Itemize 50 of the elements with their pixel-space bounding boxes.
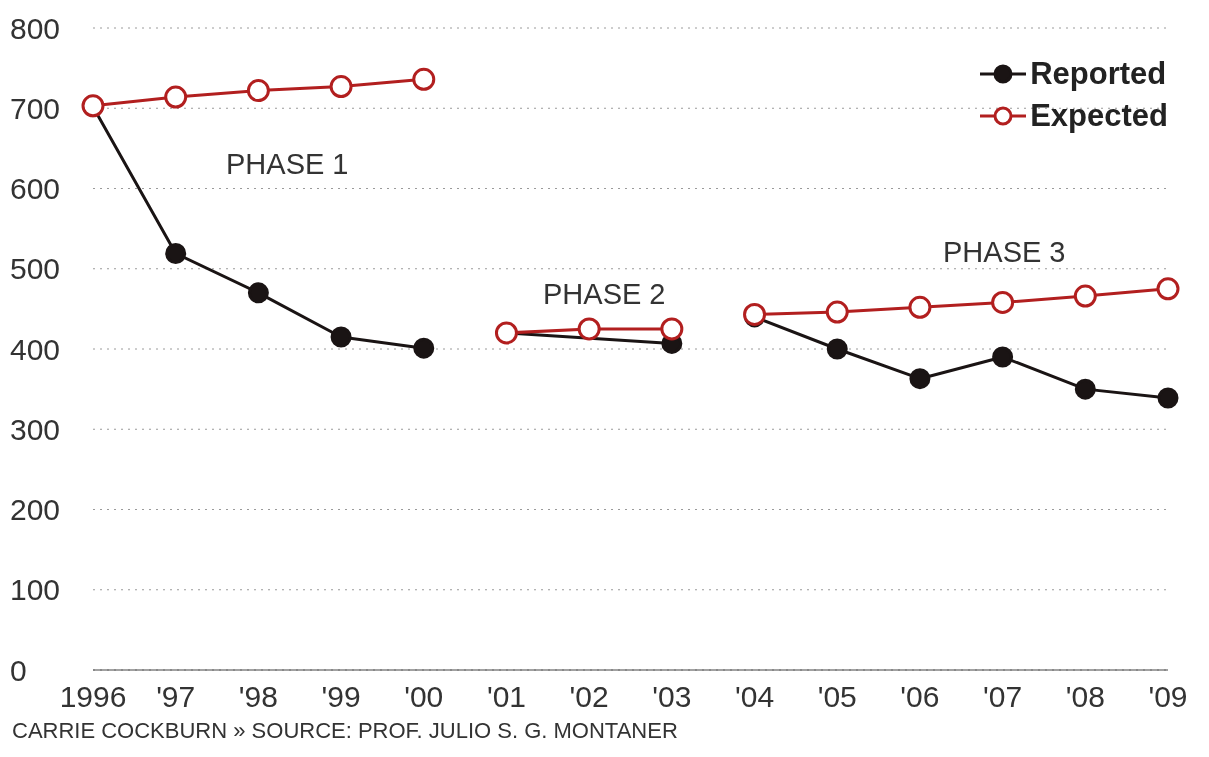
point [330,326,352,348]
annotation: PHASE 2 [543,278,666,311]
point [660,317,684,341]
text: CARRIE COCKBURN » SOURCE: PROF. JULIO S. G. MONTANER [12,718,679,744]
x-tick-label: '99 [321,680,361,714]
annotation: PHASE 3 [943,236,1066,269]
point [743,302,767,326]
x-tick-label: '04 [734,680,775,714]
point [1074,378,1096,400]
y-tick-label: 500 [10,252,61,286]
legend-label: Reported [1030,55,1167,93]
point [1073,284,1097,308]
annotation: PHASE 1 [226,148,349,181]
x-tick-label: '09 [1148,680,1188,714]
x-tick-label: '98 [238,680,278,714]
point [825,300,849,324]
point [413,337,435,359]
point [826,338,848,360]
x-tick-label: '97 [156,680,196,714]
x-tick-label: '06 [900,680,940,714]
point [992,346,1014,368]
y-tick-label: 0 [10,653,27,687]
point [991,290,1015,314]
y-tick-label: 600 [10,172,61,206]
point [165,243,187,264]
x-tick-label: '02 [569,680,609,714]
x-tick-label: 1996 [59,680,127,714]
point [1157,387,1179,409]
y-tick-label: 300 [10,412,61,446]
point [909,368,931,390]
x-tick-label: '00 [404,680,444,714]
point [164,85,188,109]
x-tick-label: '08 [1065,680,1105,714]
x-tick-label: '05 [817,680,857,714]
point [908,295,932,319]
point [412,67,436,91]
point [1156,277,1180,301]
legend-label: Expected [1030,97,1168,135]
point [247,282,269,304]
y-tick-label: 400 [10,332,61,366]
point [246,79,270,103]
y-tick-label: 800 [10,11,61,45]
point [329,75,353,99]
y-tick-label: 700 [10,91,61,125]
x-tick-label: '01 [486,680,527,714]
x-tick-label: '07 [983,680,1023,714]
y-tick-label: 200 [10,493,61,527]
point [577,317,601,341]
x-tick-label: '03 [652,680,692,714]
y-tick-label: 100 [10,573,61,607]
